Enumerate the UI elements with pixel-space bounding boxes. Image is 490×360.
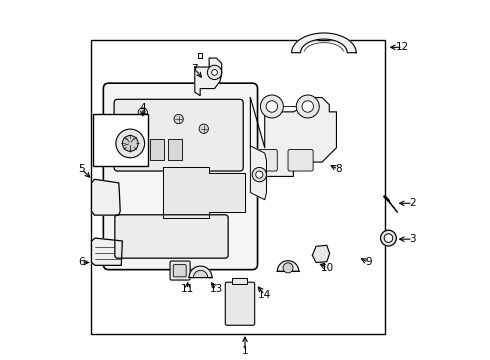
Circle shape	[138, 108, 147, 117]
Bar	[150, 139, 164, 160]
Text: 14: 14	[258, 290, 271, 300]
Polygon shape	[189, 266, 212, 278]
Circle shape	[256, 171, 263, 178]
Text: 7: 7	[192, 64, 198, 74]
Polygon shape	[292, 33, 356, 53]
Text: 12: 12	[396, 42, 410, 52]
Circle shape	[283, 263, 293, 273]
Circle shape	[302, 101, 314, 112]
Bar	[93, 114, 148, 166]
FancyBboxPatch shape	[115, 215, 228, 258]
Text: 11: 11	[181, 284, 194, 294]
Polygon shape	[250, 98, 337, 176]
Circle shape	[260, 95, 283, 118]
Text: 5: 5	[78, 164, 85, 174]
Text: 8: 8	[335, 164, 342, 174]
Polygon shape	[250, 146, 267, 200]
Polygon shape	[194, 270, 208, 278]
Circle shape	[174, 114, 183, 124]
Text: 10: 10	[321, 263, 334, 273]
FancyBboxPatch shape	[170, 261, 190, 280]
FancyBboxPatch shape	[114, 99, 243, 171]
Circle shape	[207, 65, 221, 80]
Circle shape	[212, 69, 218, 75]
Polygon shape	[92, 238, 122, 265]
FancyBboxPatch shape	[173, 265, 186, 277]
Circle shape	[199, 124, 208, 134]
Text: 13: 13	[210, 284, 223, 294]
Bar	[232, 278, 247, 284]
Bar	[91, 40, 385, 334]
Text: 2: 2	[410, 198, 416, 208]
Circle shape	[122, 135, 138, 151]
Text: 3: 3	[410, 234, 416, 244]
Polygon shape	[313, 245, 330, 262]
Polygon shape	[198, 53, 202, 58]
Polygon shape	[277, 261, 299, 271]
Circle shape	[116, 129, 145, 158]
Circle shape	[124, 124, 133, 134]
Circle shape	[381, 230, 396, 246]
Polygon shape	[92, 179, 120, 215]
Polygon shape	[163, 167, 245, 218]
Text: 1: 1	[242, 346, 248, 356]
Circle shape	[384, 234, 393, 242]
FancyBboxPatch shape	[252, 149, 277, 171]
Bar	[168, 139, 182, 160]
Text: 6: 6	[78, 257, 85, 267]
Circle shape	[296, 95, 319, 118]
Polygon shape	[195, 58, 221, 96]
Bar	[132, 139, 147, 160]
FancyBboxPatch shape	[103, 83, 258, 270]
Text: 9: 9	[366, 257, 372, 267]
Circle shape	[266, 101, 278, 112]
Text: 4: 4	[140, 103, 146, 113]
FancyBboxPatch shape	[288, 149, 313, 171]
Circle shape	[252, 167, 267, 182]
FancyBboxPatch shape	[225, 282, 255, 325]
